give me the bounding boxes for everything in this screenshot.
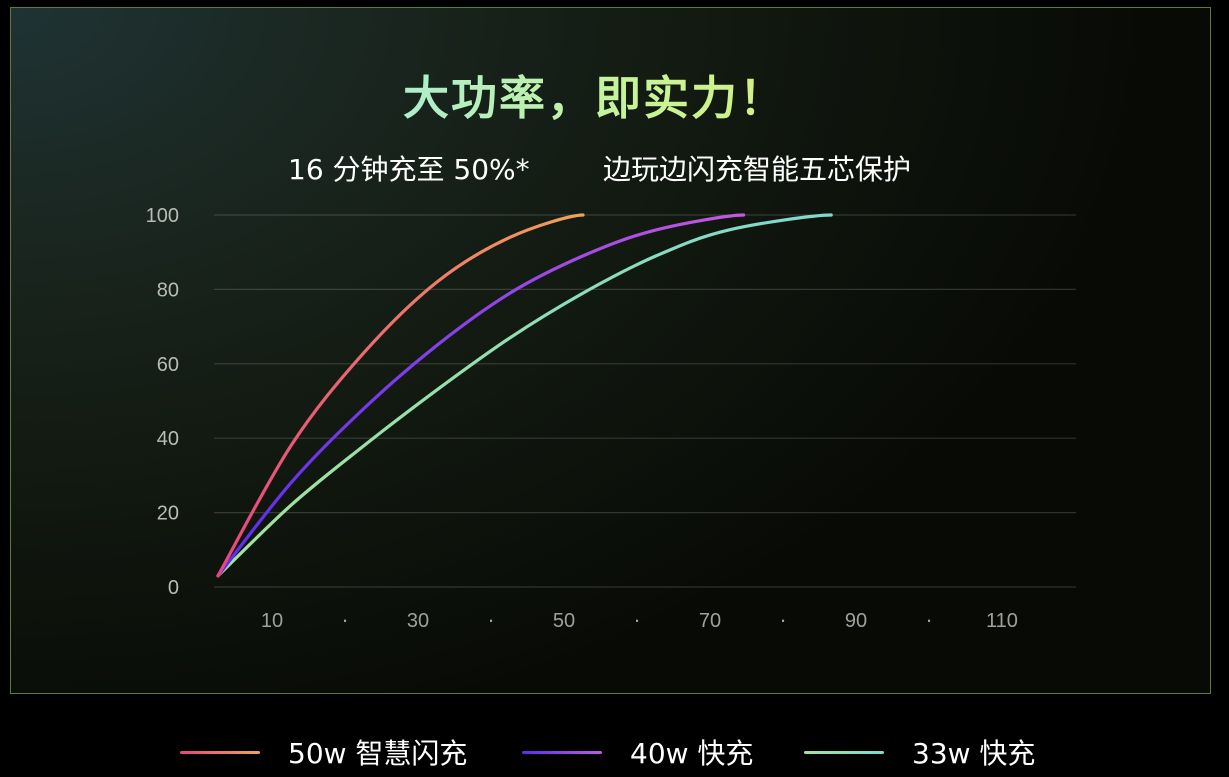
legend-swatch — [522, 750, 602, 754]
y-tick-label-100: 100 — [146, 205, 179, 227]
legend-label: 40w 快充 — [630, 737, 754, 770]
page-title: 大功率，即实力！ — [0, 62, 1190, 128]
chart-panel — [10, 7, 1211, 694]
x-tick-label-90: 90 — [845, 610, 867, 632]
y-tick-label-60: 60 — [157, 354, 179, 376]
chart-legend: 50w 智慧闪充 40w 快充 33w 快充 — [0, 730, 1229, 777]
subtitle-charge-time: 16 分钟充至 50%* — [288, 153, 530, 186]
legend-label: 50w 智慧闪充 — [288, 737, 468, 770]
series-line-0 — [216, 213, 585, 578]
series-line-1 — [216, 213, 746, 578]
series-line-2 — [216, 213, 833, 578]
legend-label: 33w 快充 — [912, 737, 1036, 770]
legend-item-0: 50w 智慧闪充 — [180, 730, 467, 774]
x-tick-label-50: 50 — [553, 610, 575, 632]
x-tick-label-60: · — [633, 607, 640, 632]
x-tick-label-30: 30 — [407, 610, 429, 632]
x-tick-label-70: 70 — [699, 610, 721, 632]
x-tick-label-100: · — [925, 607, 932, 632]
x-tick-label-80: · — [779, 607, 786, 632]
legend-swatch — [804, 750, 884, 754]
x-tick-label-40: · — [487, 607, 494, 632]
x-tick-label-20: · — [341, 607, 348, 632]
x-tick-label-110: 110 — [986, 610, 1018, 632]
y-tick-label-0: 0 — [168, 577, 179, 599]
legend-item-1: 40w 快充 — [522, 730, 753, 774]
legend-item-2: 33w 快充 — [804, 730, 1035, 774]
y-tick-label-80: 80 — [157, 279, 179, 301]
y-tick-label-20: 20 — [157, 503, 179, 525]
subtitle-protection: 边玩边闪充智能五芯保护 — [603, 153, 912, 186]
charging-line-chart: 0 20 40 60 80 100 10 · 30 · 50 · 70 · 90 · 110 — [146, 205, 1076, 632]
x-tick-label-10: 10 — [261, 610, 283, 632]
y-tick-label-40: 40 — [157, 428, 179, 450]
legend-swatch — [180, 750, 260, 754]
